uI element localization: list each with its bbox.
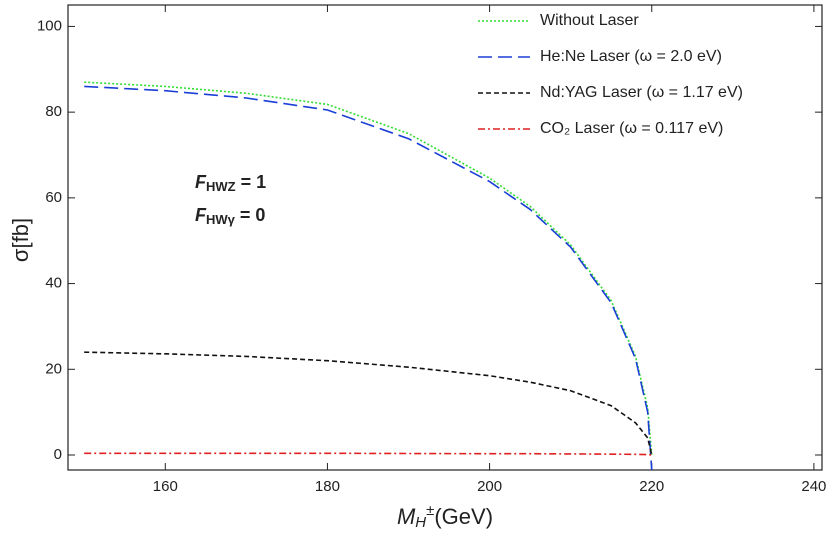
annotation: FHWγ = 0 [195, 205, 265, 228]
x-tick-label: 240 [801, 478, 826, 495]
x-tick-label: 220 [639, 478, 664, 495]
series-line [84, 81, 653, 456]
annotation-rest: = 1 [236, 172, 267, 192]
y-tick-label: 40 [45, 275, 62, 292]
series-line [84, 452, 652, 456]
annotation-main: F [195, 205, 207, 225]
annotation-main: F [195, 172, 207, 192]
annotation: FHWZ = 1 [195, 172, 266, 195]
annotation-sub: HWZ [206, 179, 236, 194]
x-axis-label: MH±(GeV) [397, 502, 493, 531]
x-tick-label: 160 [153, 478, 178, 495]
series-line [84, 351, 653, 456]
legend-label: Nd:YAG Laser (ω = 1.17 eV) [540, 84, 743, 101]
y-axis-label: σ[fb] [8, 218, 33, 262]
x-label-sub: H [415, 514, 426, 531]
y-tick-label: 100 [37, 17, 62, 34]
x-label-unit: (GeV) [434, 504, 493, 529]
legend-label: He:Ne Laser (ω = 2.0 eV) [540, 48, 722, 65]
annotation-rest: = 0 [235, 205, 266, 225]
x-label-main: M [397, 504, 416, 529]
y-tick-label: 0 [54, 446, 62, 463]
y-tick-label: 80 [45, 103, 62, 120]
legend-label: CO₂ Laser (ω = 0.117 eV) [540, 120, 723, 137]
legend-label: Without Laser [540, 12, 639, 29]
annotation-sub: HWγ [206, 212, 236, 227]
series-line [84, 85, 653, 471]
y-tick-label: 60 [45, 189, 62, 206]
x-tick-label: 200 [477, 478, 502, 495]
plot-frame [67, 4, 823, 471]
x-tick-label: 180 [315, 478, 340, 495]
y-tick-label: 20 [45, 360, 62, 377]
x-label-sup: ± [426, 502, 434, 519]
